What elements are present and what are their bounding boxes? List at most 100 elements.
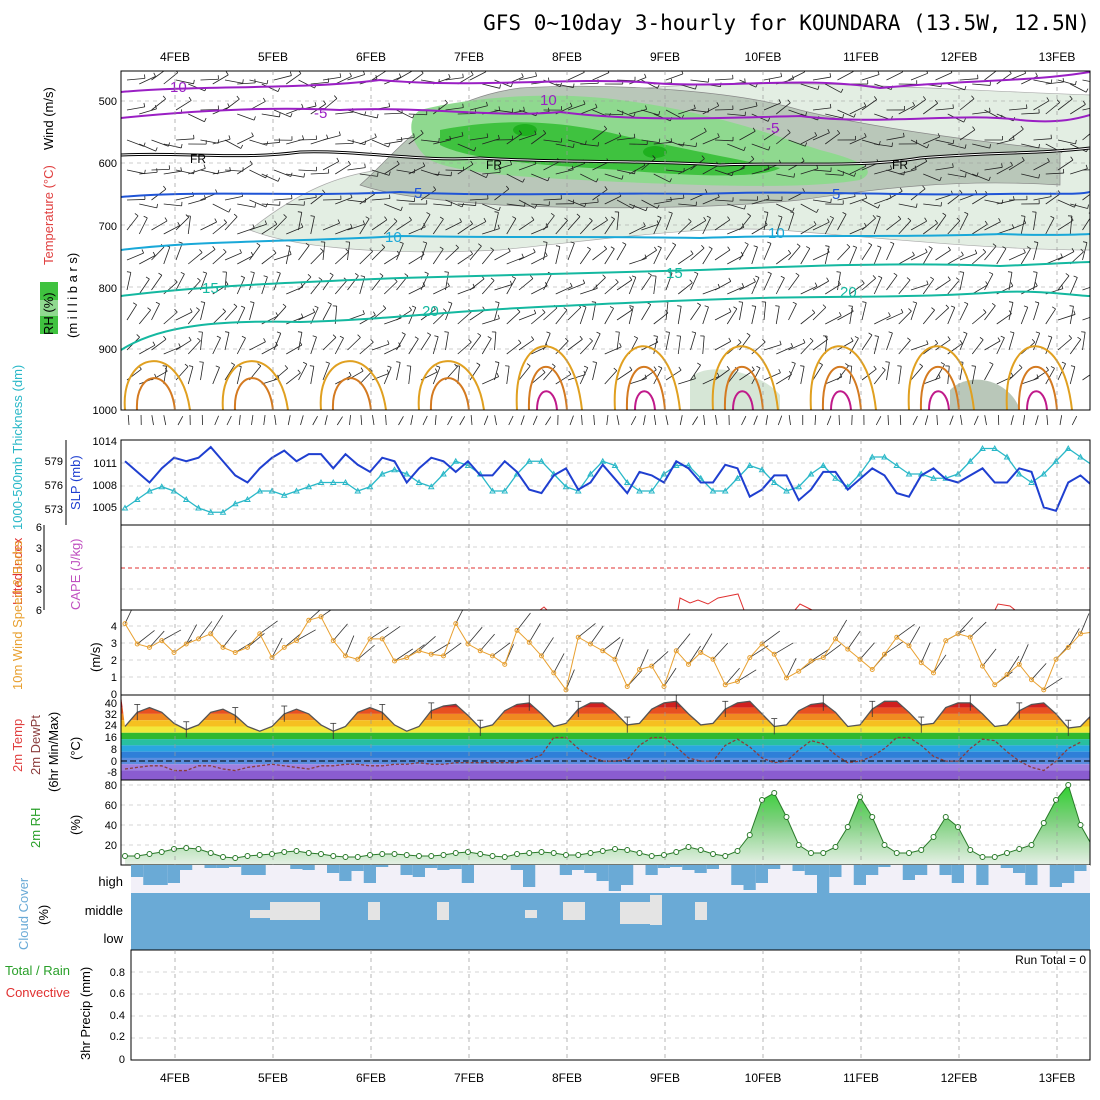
wind-barb-flag xyxy=(298,71,302,74)
wind-barb-flag xyxy=(164,66,166,69)
wind-barb xyxy=(1070,83,1087,93)
wind-barb-flag xyxy=(533,248,536,253)
wind-barb xyxy=(481,338,492,355)
thickness-point xyxy=(1028,478,1035,485)
wind-point xyxy=(514,627,520,633)
wind-barb xyxy=(1033,212,1037,231)
warm-contour-outer xyxy=(417,360,485,410)
cloud-high-bar xyxy=(376,865,389,867)
wind-barb-flag xyxy=(629,305,634,307)
wind-barb-flag xyxy=(809,337,814,342)
wind-barb xyxy=(800,224,817,235)
wind-barb-flag xyxy=(439,246,444,250)
wind-barb-flag xyxy=(716,372,720,377)
wind-barb xyxy=(837,71,854,81)
wind-barb xyxy=(445,247,459,261)
wind-barb xyxy=(335,75,352,85)
wind-barb xyxy=(935,279,951,291)
surface-barb xyxy=(1071,415,1078,426)
wind-barb-flag xyxy=(1068,335,1072,339)
wind-point xyxy=(477,648,483,654)
wind-barb xyxy=(445,303,453,321)
cloud-high-bar xyxy=(241,865,254,875)
wind-barb xyxy=(543,161,560,171)
wind-barb xyxy=(739,215,751,231)
wind-barb xyxy=(371,343,390,351)
slp-ytick-1011: 1011 xyxy=(93,458,117,470)
wind-point xyxy=(918,660,924,666)
wind-barb xyxy=(824,246,830,265)
cloud-high-bar xyxy=(449,865,462,869)
wind-barb xyxy=(175,243,183,261)
wind-barb xyxy=(1095,217,1100,234)
wind-barb-flag xyxy=(988,176,991,181)
wind-barb xyxy=(641,304,652,321)
wind-barb xyxy=(641,158,656,171)
wind-barb-flag xyxy=(249,160,253,165)
wind-barb-flag xyxy=(583,100,586,105)
temp2m-series-line xyxy=(124,700,1090,732)
wind-barb xyxy=(812,221,830,231)
wind-barb-flag xyxy=(1008,310,1012,314)
wind-barb-flag xyxy=(240,305,245,309)
warm-contour-outer xyxy=(613,345,681,410)
wind-barb xyxy=(1082,332,1086,351)
wind-barb-flag xyxy=(1069,305,1074,307)
wind-barb xyxy=(322,76,341,81)
wind10m-barb xyxy=(443,642,462,657)
wind-barb-flag xyxy=(916,203,918,208)
wind-barb-flag xyxy=(477,332,482,336)
thickness-point xyxy=(305,483,313,490)
wind-point xyxy=(624,684,630,689)
wind10m-barb xyxy=(957,617,974,635)
wind-barb xyxy=(335,143,354,145)
top-date-9feb: 9FEB xyxy=(650,50,680,64)
wind-barb-flag xyxy=(881,367,886,371)
wind-barb xyxy=(874,143,893,147)
wind-point xyxy=(318,614,324,620)
surface-barb xyxy=(581,414,583,426)
wind-barb xyxy=(445,135,464,141)
wind-barb xyxy=(763,273,772,291)
wind-barb-flag xyxy=(178,241,183,244)
top-date-8feb: 8FEB xyxy=(552,50,582,64)
wind-barb-flag xyxy=(940,362,945,365)
wind-barb xyxy=(800,203,817,213)
wind-barb xyxy=(678,143,697,147)
wind-barb xyxy=(873,277,883,295)
wind-barb-flag xyxy=(890,165,892,170)
wind-barb xyxy=(212,203,229,213)
wind-barb-flag xyxy=(262,97,266,102)
thickness-point xyxy=(1089,466,1090,468)
wind-barb xyxy=(923,222,938,235)
wind-barb xyxy=(763,76,782,81)
wind-barb-flag xyxy=(926,144,930,149)
wind-point xyxy=(906,643,912,649)
wind-barb-flag xyxy=(231,362,235,366)
wind-barb-flag xyxy=(767,165,770,170)
wind-barb xyxy=(886,275,898,291)
wind-barb-flag xyxy=(793,173,795,178)
wind-ytick-4: 4 xyxy=(111,621,117,633)
wind-barb-flag xyxy=(509,160,513,165)
top-date-4feb: 4FEB xyxy=(160,50,190,64)
wind-barb-flag xyxy=(1008,71,1012,74)
wind-barb xyxy=(518,339,535,351)
wind-point xyxy=(208,631,214,637)
wind-barb-flag xyxy=(942,212,947,216)
wind-barb xyxy=(1045,308,1056,325)
wind-barb-flag xyxy=(947,246,951,251)
wind-barb xyxy=(567,282,585,291)
wind10m-barb xyxy=(590,625,604,645)
temp-band xyxy=(121,707,1090,714)
surface-barb xyxy=(508,415,514,426)
wind-barb-flag xyxy=(565,338,569,342)
surface-barb xyxy=(826,415,832,426)
wind-barb xyxy=(469,71,487,81)
wind-barb-flag xyxy=(576,213,581,217)
wind-barb-flag xyxy=(350,223,353,228)
wind-barb xyxy=(506,203,525,207)
wind-barb-flag xyxy=(704,188,708,193)
wind-barb-flag xyxy=(814,282,818,287)
wind-barb-flag xyxy=(505,185,510,190)
